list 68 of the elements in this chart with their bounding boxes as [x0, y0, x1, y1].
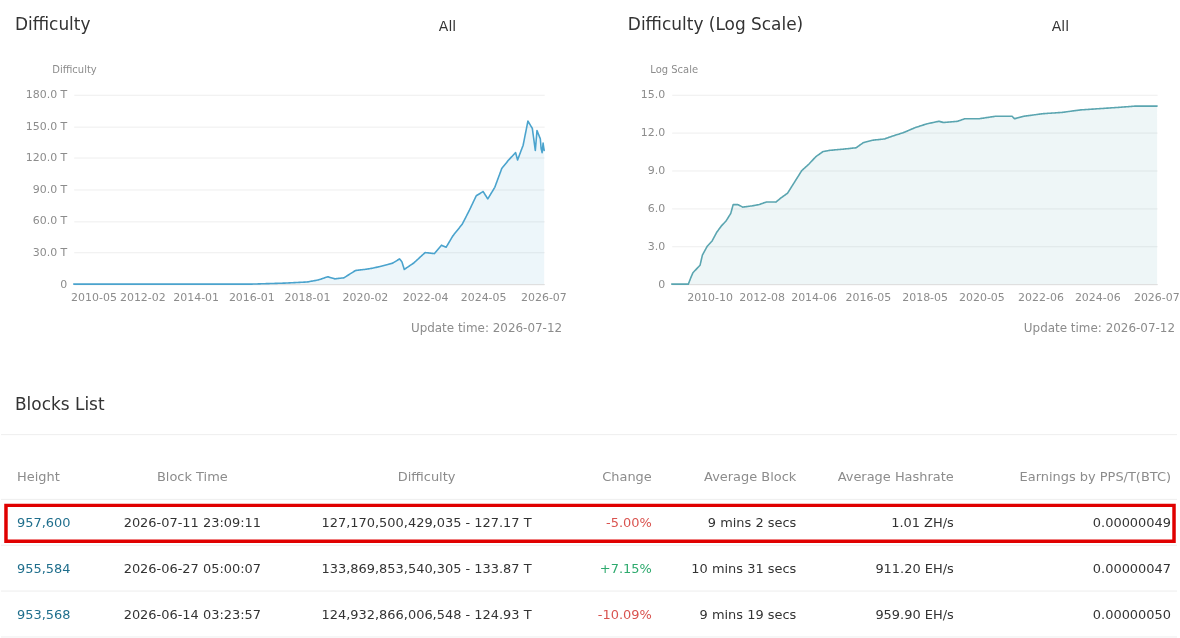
- text: 959.90 EH/s: [875, 606, 954, 622]
- x-tick-label: 2010-10: [687, 290, 733, 304]
- text: 0.00000049: [1092, 515, 1172, 531]
- category-label: Average Block: [704, 469, 797, 485]
- y-tick-label: 0: [658, 277, 666, 291]
- y-tick-label: 30.0 T: [32, 246, 68, 260]
- x-tick-label: 2016-01: [228, 290, 275, 304]
- x-tick-label: 2026-07: [521, 290, 567, 304]
- text: 0.00000047: [1092, 561, 1172, 577]
- x-tick-label: 2020-05: [959, 290, 1005, 304]
- text: 953,568: [16, 606, 71, 622]
- x-tick-label: 2022-04: [402, 290, 449, 304]
- text: All: [1051, 17, 1070, 34]
- text: 127,170,500,429,035 - 127.17 T: [321, 515, 532, 531]
- x-tick-label: 2016-05: [845, 290, 892, 304]
- x-tick-label: 2024-05: [460, 290, 507, 304]
- x-tick-label: 2014-01: [173, 290, 220, 304]
- text: 957,600: [16, 515, 71, 531]
- category-label: Height: [16, 469, 60, 485]
- x-tick-label: 2022-06: [1018, 290, 1064, 304]
- x-tick-label: 2010-05: [71, 290, 117, 304]
- y-tick-label: 180.0 T: [25, 88, 68, 102]
- category-label: Block Time: [156, 469, 228, 485]
- text: 0.00000050: [1092, 606, 1172, 622]
- text: 955,584: [16, 561, 71, 577]
- text: Blocks List: [14, 394, 105, 415]
- x-tick-label: 2024-06: [1074, 290, 1121, 304]
- text: 2026-07-11 23:09:11: [123, 515, 262, 531]
- chart-title: Difficulty: [14, 13, 91, 34]
- y-tick-label: 0: [60, 277, 68, 291]
- text: 911.20 EH/s: [875, 561, 954, 577]
- text: All: [438, 17, 457, 34]
- text: Update time: 2026-07-12: [410, 320, 563, 335]
- text: 9 mins 19 secs: [699, 606, 797, 622]
- chart-title: Difficulty (Log Scale): [627, 13, 804, 34]
- y-tick-label: 6.0: [647, 201, 666, 215]
- text: +7.15%: [599, 561, 652, 577]
- x-tick-label: 2018-05: [902, 290, 949, 304]
- text: 2026-06-14 03:23:57: [123, 606, 262, 622]
- y-tick-label: 12.0: [640, 126, 666, 140]
- text: 10 mins 31 secs: [691, 561, 797, 577]
- x-tick-label: 2012-08: [739, 290, 785, 304]
- text: 133,869,853,540,305 - 133.87 T: [321, 561, 532, 577]
- text: 124,932,866,006,548 - 124.93 T: [321, 606, 532, 622]
- x-tick-label: 2020-02: [342, 290, 389, 304]
- y-tick-label: 120.0 T: [25, 151, 68, 165]
- text: -10.09%: [597, 606, 652, 622]
- text: Update time: 2026-07-12: [1023, 320, 1176, 335]
- y-tick-label: 90.0 T: [32, 182, 68, 196]
- y-axis-title: Log Scale: [650, 64, 699, 76]
- text: 9 mins 2 secs: [707, 515, 797, 531]
- x-tick-label: 2018-01: [284, 290, 331, 304]
- y-tick-label: 3.0: [647, 239, 666, 253]
- x-tick-label: 2014-06: [791, 290, 837, 304]
- category-label: Difficulty: [397, 469, 456, 485]
- y-tick-label: 60.0 T: [32, 214, 68, 228]
- y-tick-label: 15.0: [640, 88, 666, 102]
- category-label: Average Hashrate: [837, 469, 954, 485]
- x-tick-label: 2026-07: [1133, 290, 1180, 304]
- category-label: Change: [602, 469, 652, 485]
- y-tick-label: 150.0 T: [25, 119, 68, 133]
- text: 2026-06-27 05:00:07: [123, 561, 262, 577]
- y-tick-label: 9.0: [647, 163, 666, 177]
- x-tick-label: 2012-02: [119, 290, 166, 304]
- category-label: Earnings by PPS/T(BTC): [1019, 469, 1172, 485]
- text: 1.01 ZH/s: [891, 515, 954, 531]
- text: -5.00%: [606, 515, 652, 531]
- y-axis-title: Difficulty: [52, 64, 97, 76]
